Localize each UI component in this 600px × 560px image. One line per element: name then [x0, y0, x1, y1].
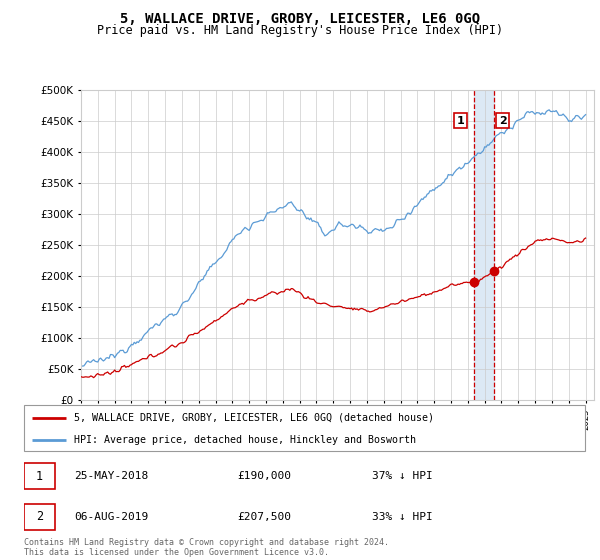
FancyBboxPatch shape: [24, 405, 585, 451]
Text: HPI: Average price, detached house, Hinckley and Bosworth: HPI: Average price, detached house, Hinc…: [74, 435, 416, 445]
Text: 37% ↓ HPI: 37% ↓ HPI: [372, 472, 433, 482]
Text: £190,000: £190,000: [237, 472, 291, 482]
Text: 25-MAY-2018: 25-MAY-2018: [74, 472, 149, 482]
Text: Contains HM Land Registry data © Crown copyright and database right 2024.
This d: Contains HM Land Registry data © Crown c…: [24, 538, 389, 557]
FancyBboxPatch shape: [24, 504, 55, 530]
Text: 06-AUG-2019: 06-AUG-2019: [74, 512, 149, 522]
Text: Price paid vs. HM Land Registry's House Price Index (HPI): Price paid vs. HM Land Registry's House …: [97, 24, 503, 37]
Bar: [474, 90, 494, 400]
Text: 1: 1: [457, 116, 464, 125]
Text: 33% ↓ HPI: 33% ↓ HPI: [372, 512, 433, 522]
Text: 5, WALLACE DRIVE, GROBY, LEICESTER, LE6 0GQ: 5, WALLACE DRIVE, GROBY, LEICESTER, LE6 …: [120, 12, 480, 26]
FancyBboxPatch shape: [24, 463, 55, 489]
Text: 5, WALLACE DRIVE, GROBY, LEICESTER, LE6 0GQ (detached house): 5, WALLACE DRIVE, GROBY, LEICESTER, LE6 …: [74, 413, 434, 423]
Text: 1: 1: [36, 470, 43, 483]
Text: 2: 2: [36, 510, 43, 524]
Text: £207,500: £207,500: [237, 512, 291, 522]
Text: 2: 2: [499, 116, 507, 125]
